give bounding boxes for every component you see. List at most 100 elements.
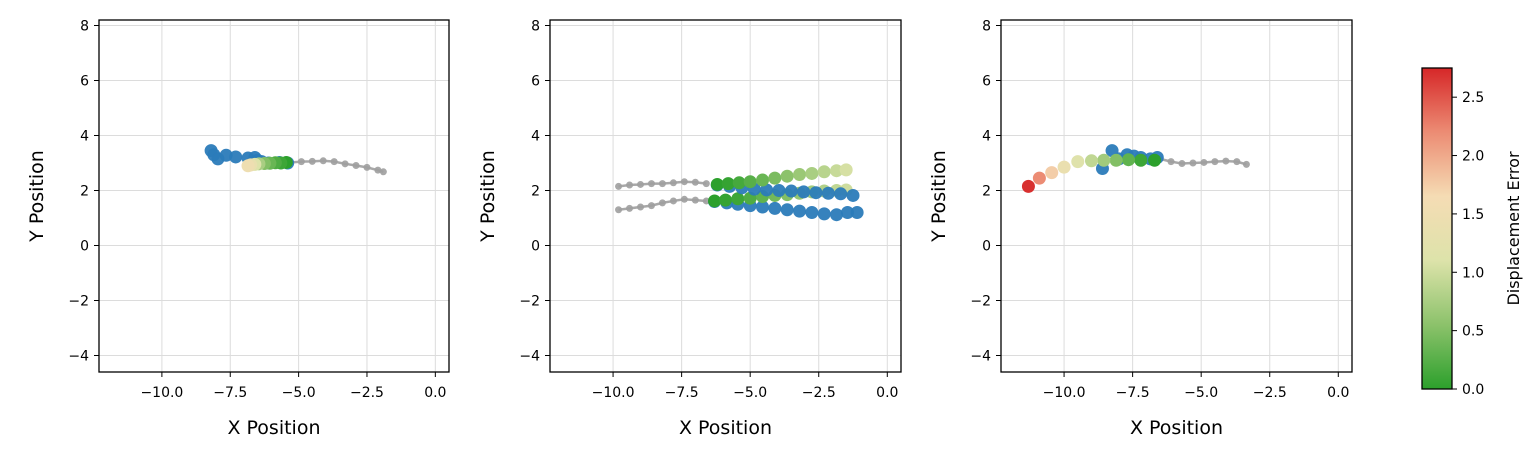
y-tick-label: 8 [982, 19, 991, 35]
history-point [691, 178, 699, 186]
y-axis: −4 −2 0 2 4 6 8 [970, 19, 1001, 365]
x-tick-label: 0.0 [876, 385, 898, 401]
prediction-point [719, 193, 732, 207]
history-point [319, 157, 327, 165]
y-tick-label: 4 [982, 129, 991, 145]
y-tick-label: 6 [982, 74, 991, 90]
agent-1 [1021, 144, 1250, 193]
y-tick-label: 0 [531, 239, 540, 255]
x-axis-label: X Position [227, 417, 320, 439]
x-tick-label: −7.5 [665, 385, 699, 401]
x-tick-label: −7.5 [213, 385, 247, 401]
prediction-point [768, 171, 782, 185]
y-tick-label: 4 [80, 129, 89, 145]
history-point [1189, 159, 1197, 167]
history-point [636, 180, 644, 188]
y-tick-label: −2 [970, 294, 991, 310]
history-point [1233, 158, 1241, 166]
colorbar-tick-label: 1.5 [1462, 207, 1484, 223]
x-axis: −10.0 −7.5 −5.0 −2.5 0.0 [140, 372, 446, 401]
y-tick-label: −4 [519, 349, 540, 365]
prediction-point [805, 166, 819, 180]
ground-truth-point [229, 150, 243, 164]
colorbar-tick-label: 2.0 [1462, 149, 1484, 165]
y-tick-label: −2 [68, 294, 89, 310]
y-tick-label: −2 [519, 294, 540, 310]
y-tick-label: −4 [970, 349, 991, 365]
history-point [374, 166, 382, 174]
prediction-point [708, 194, 722, 208]
history-point [1167, 158, 1175, 166]
colorbar-gradient [1421, 67, 1453, 390]
history-point [1178, 160, 1186, 168]
history-point [669, 179, 677, 187]
ground-truth-point [768, 201, 782, 215]
x-tick-label: 0.0 [424, 385, 446, 401]
x-tick-label: 0.0 [1327, 385, 1349, 401]
x-axis: −10.0 −7.5 −5.0 −2.5 0.0 [1043, 372, 1349, 401]
axes-frame [549, 19, 902, 373]
prediction-point [1109, 153, 1123, 167]
prediction-point [1122, 153, 1136, 167]
ground-truth-point [780, 203, 794, 217]
history-point [352, 161, 360, 169]
subplot-3: −10.0 −7.5 −5.0 −2.5 0.0 −4 −2 0 2 4 6 8 X Position Y… [928, 19, 1353, 439]
y-tick-label: 2 [80, 184, 89, 200]
agent-1 [204, 144, 387, 176]
prediction-point [241, 159, 255, 173]
plot-area [1021, 144, 1250, 193]
ground-truth-point [805, 206, 819, 219]
ground-truth-point [850, 206, 864, 219]
prediction-point [793, 168, 807, 182]
y-tick-label: 2 [531, 184, 540, 200]
colorbar-ticks: 0.0 0.5 1.0 1.5 2.0 2.5 [1452, 90, 1484, 398]
prediction-point [1148, 153, 1162, 167]
subplot-1: −10.0 −7.5 −5.0 −2.5 0.0 −4 −2 0 2 4 6 8 X Position Y… [26, 19, 450, 439]
colorbar-tick-label: 2.5 [1462, 90, 1484, 106]
ground-truth-point [797, 185, 811, 199]
ground-truth-point [830, 208, 844, 222]
prediction-point [1057, 160, 1071, 174]
history-point [658, 199, 666, 207]
history-line [290, 159, 384, 173]
x-tick-label: −10.0 [592, 385, 635, 401]
x-tick-label: −10.0 [140, 385, 183, 401]
y-axis-label: Y Position [477, 150, 499, 243]
x-tick-label: −2.5 [802, 385, 836, 401]
plot-area [615, 163, 864, 222]
axes-frame [1000, 19, 1353, 373]
colorbar-label: Displacement Error [1504, 151, 1523, 306]
prediction-point [780, 169, 794, 183]
y-axis: −4 −2 0 2 4 6 8 [519, 19, 550, 365]
x-axis: −10.0 −7.5 −5.0 −2.5 0.0 [592, 372, 898, 401]
prediction-point [1021, 179, 1035, 193]
ground-truth-point [772, 184, 786, 197]
history-point [1242, 160, 1250, 168]
history-point [680, 195, 688, 203]
prediction-point [1084, 154, 1098, 168]
history-point [615, 206, 623, 214]
prediction-point [1134, 153, 1148, 167]
ground-truth-point [760, 183, 774, 197]
history-point [330, 158, 338, 166]
colorbar-tick-label: 0.0 [1462, 382, 1484, 398]
plot-area [204, 144, 387, 176]
grid [1001, 20, 1352, 372]
y-tick-label: 8 [531, 19, 540, 35]
colorbar: 0.0 0.5 1.0 1.5 2.0 2.5 Displacement Error [1421, 67, 1523, 398]
history-point [647, 202, 655, 210]
prediction-point [817, 165, 831, 179]
ground-truth-point [846, 188, 860, 202]
history-point [341, 160, 349, 168]
history-point [379, 168, 387, 176]
history-point [658, 180, 666, 188]
history-point [1200, 158, 1208, 166]
y-tick-label: 0 [982, 239, 991, 255]
history-point [297, 158, 305, 166]
y-tick-label: 2 [982, 184, 991, 200]
history-point [647, 180, 655, 188]
ground-truth-point [784, 184, 798, 198]
history-point [363, 163, 371, 171]
history-point [702, 197, 710, 205]
